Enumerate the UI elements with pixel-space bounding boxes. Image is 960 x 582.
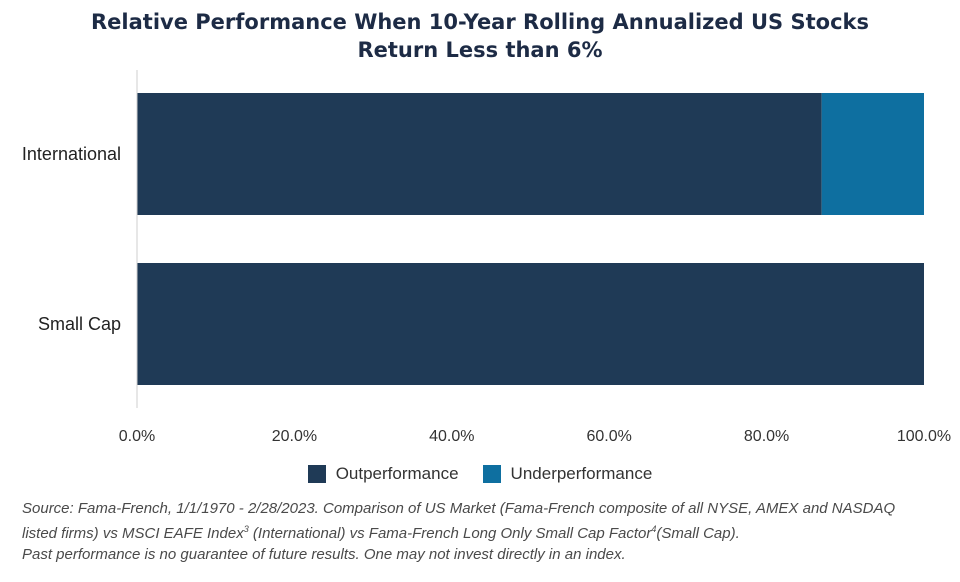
- chart-title: Relative Performance When 10-Year Rollin…: [0, 8, 960, 64]
- chart-title-line-2: Return Less than 6%: [357, 38, 603, 62]
- category-label: Small Cap: [38, 314, 121, 334]
- footnote-superscript-3: 3: [243, 524, 249, 534]
- footnote-text-2b: (International) vs Fama-French Long Only…: [248, 525, 652, 542]
- x-tick-label: 0.0%: [119, 428, 155, 445]
- footnote-line-1: Source: Fama-French, 1/1/1970 - 2/28/202…: [22, 500, 896, 517]
- legend-item-outperformance: Outperformance: [307, 464, 459, 484]
- category-labels: International Small Cap: [22, 144, 121, 334]
- chart-title-line-1: Relative Performance When 10-Year Rollin…: [91, 10, 869, 34]
- legend-swatch: [482, 465, 501, 483]
- footnote-text-2c: (Small Cap).: [656, 525, 740, 542]
- footnote-text-2a: listed firms) vs MSCI EAFE Index: [22, 525, 244, 542]
- footnote: Source: Fama-French, 1/1/1970 - 2/28/202…: [22, 498, 952, 565]
- footnote-line-2: listed firms) vs MSCI EAFE Index3 (Inter…: [22, 519, 952, 544]
- x-tick-label: 20.0%: [272, 428, 317, 445]
- x-axis-ticks: 0.0% 20.0% 40.0% 60.0% 80.0% 100.0%: [119, 428, 951, 445]
- bars-group: [137, 93, 924, 385]
- footnote-line-3: Past performance is no guarantee of futu…: [22, 546, 626, 563]
- legend-swatch: [307, 465, 326, 483]
- x-tick-label: 80.0%: [744, 428, 789, 445]
- footnote-superscript-4: 4: [651, 524, 657, 534]
- bar-small-cap-outperformance: [137, 263, 924, 385]
- bar-international-underperformance: [821, 93, 924, 215]
- legend-label: Outperformance: [335, 464, 459, 483]
- legend: Outperformance Underperformance: [0, 464, 960, 484]
- x-tick-label: 100.0%: [897, 428, 951, 445]
- x-tick-label: 60.0%: [587, 428, 632, 445]
- category-label: International: [22, 144, 121, 164]
- x-tick-label: 40.0%: [429, 428, 474, 445]
- legend-label: Underperformance: [510, 464, 653, 483]
- bar-international-outperformance: [137, 93, 822, 215]
- legend-item-underperformance: Underperformance: [482, 464, 653, 484]
